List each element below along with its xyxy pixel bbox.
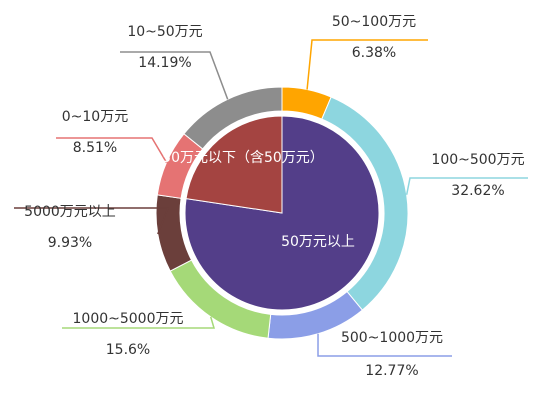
outer-percent-label-7: 14.19% (138, 55, 191, 71)
outer-category-label-2: 100~500万元 (431, 152, 524, 168)
outer-category-label-5: 5000万元以上 (24, 204, 116, 220)
outer-percent-label-3: 12.77% (365, 363, 418, 379)
leader-lines (14, 39, 528, 357)
leader-line-4 (62, 316, 216, 329)
outer-percent-label-1: 6.38% (352, 45, 396, 61)
outer-category-label-6: 0~10万元 (62, 109, 128, 125)
outer-category-label-1: 50~100万元 (332, 14, 416, 30)
inner-slice-1 (184, 115, 380, 311)
leader-line-3 (317, 333, 452, 357)
inner-label-2: 50万元以下（含50万元） (162, 150, 324, 166)
leader-line-7 (120, 51, 229, 100)
outer-category-label-4: 1000~5000万元 (73, 311, 184, 327)
outer-percent-label-2: 32.62% (451, 183, 504, 199)
leader-line-5 (14, 207, 170, 235)
inner-pie (184, 115, 380, 311)
outer-percent-label-6: 8.51% (73, 140, 117, 156)
outer-labels: 50~100万元 6.38% 100~500万元 32.62% 500~1000万元 12… (24, 14, 524, 379)
outer-category-label-3: 500~1000万元 (341, 330, 443, 346)
inner-label-1: 50万元以上 (281, 234, 355, 250)
leader-line-6 (56, 137, 168, 163)
outer-percent-label-5: 9.93% (48, 235, 92, 251)
leader-line-1 (306, 39, 428, 90)
outer-category-label-7: 10~50万元 (127, 24, 202, 40)
leader-line-2 (405, 177, 528, 195)
inner-labels: 50万元以上 50万元以下（含50万元） (162, 150, 355, 250)
inner-slice-2 (185, 115, 283, 214)
outer-percent-label-4: 15.6% (106, 342, 150, 358)
